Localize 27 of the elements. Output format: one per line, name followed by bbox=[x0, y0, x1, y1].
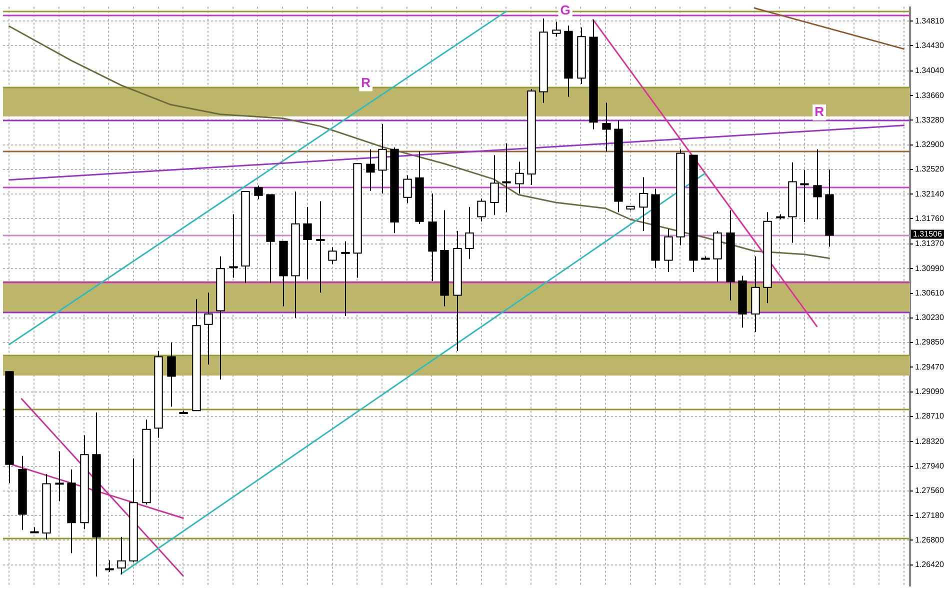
y-tick-label: 1.34810 bbox=[915, 16, 944, 26]
y-tick-label: 1.26420 bbox=[915, 560, 944, 570]
y-tick-label: 1.34430 bbox=[915, 40, 944, 50]
y-tick-label: 1.28320 bbox=[915, 436, 944, 446]
y-tick-label: 1.31370 bbox=[915, 239, 944, 248]
y-tick-label: 1.32520 bbox=[915, 164, 944, 174]
y-tick-label: 1.27180 bbox=[915, 510, 944, 520]
y-tick-label: 1.32140 bbox=[915, 189, 944, 198]
annotation: R bbox=[361, 74, 372, 90]
y-tick-label: 1.26800 bbox=[915, 535, 944, 544]
y-tick-label: 1.31760 bbox=[915, 214, 944, 223]
y-tick-label: 1.30230 bbox=[915, 313, 944, 322]
annotation: G bbox=[560, 2, 570, 18]
y-tick-label: 1.29850 bbox=[915, 338, 944, 347]
y-tick-label: 1.33280 bbox=[915, 115, 944, 124]
y-tick-label: 1.30990 bbox=[915, 264, 944, 273]
ref-line-label: 1.31506 bbox=[913, 229, 942, 238]
y-tick-label: 1.34040 bbox=[915, 66, 944, 76]
y-tick-label: 1.33660 bbox=[915, 90, 944, 100]
y-tick-label: 1.29470 bbox=[915, 362, 944, 372]
y-tick-label: 1.27940 bbox=[915, 462, 944, 471]
y-tick-label: 1.29090 bbox=[915, 386, 944, 396]
annotation: R bbox=[814, 104, 825, 120]
y-tick-label: 1.27560 bbox=[915, 486, 944, 496]
y-tick-label: 1.32900 bbox=[915, 140, 944, 150]
y-tick-label: 1.30610 bbox=[915, 288, 944, 298]
y-tick-label: 1.28710 bbox=[915, 412, 944, 421]
